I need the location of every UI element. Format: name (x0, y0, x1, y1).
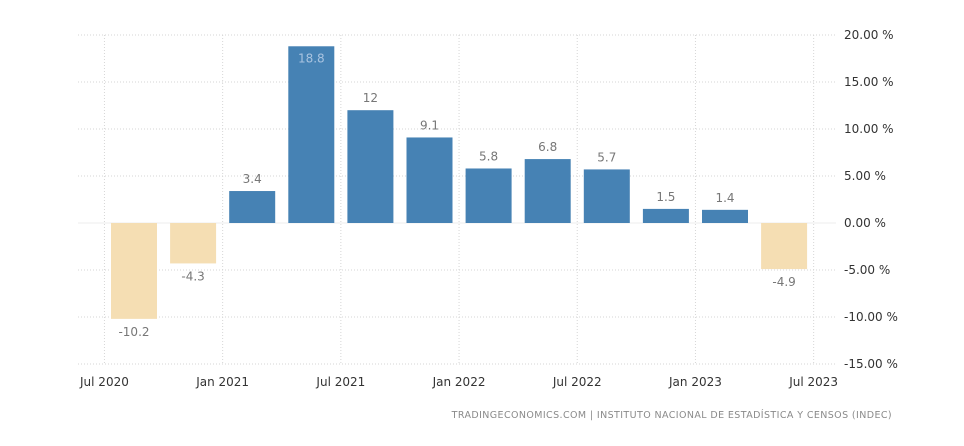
x-tick-label: Jul 2023 (788, 375, 838, 389)
data-label: 5.8 (479, 149, 498, 163)
data-label: 1.5 (656, 190, 675, 204)
y-tick-label: 10.00 % (844, 122, 894, 136)
y-tick-label: -5.00 % (844, 263, 890, 277)
bar (170, 223, 217, 264)
bar (524, 159, 571, 223)
data-label: 12 (363, 91, 378, 105)
data-label: 6.8 (538, 140, 557, 154)
bar (347, 110, 394, 223)
bars (111, 46, 808, 319)
data-label: -4.9 (772, 275, 795, 289)
bar (288, 46, 335, 223)
bar (702, 209, 748, 223)
x-tick-label: Jan 2021 (195, 375, 249, 389)
x-tick-label: Jan 2022 (432, 375, 486, 389)
y-tick-label: 15.00 % (844, 75, 894, 89)
bar (583, 169, 630, 223)
data-label: 5.7 (597, 150, 616, 164)
x-tick-label: Jan 2023 (668, 375, 722, 389)
bar (111, 223, 157, 319)
bar (761, 223, 808, 270)
x-tick-label: Jul 2022 (552, 375, 602, 389)
bar (229, 191, 276, 223)
y-axis-ticks: 20.00 % 15.00 % 10.00 % 5.00 % 0.00 % -5.00 %… (844, 28, 898, 371)
y-tick-label: -15.00 % (844, 357, 898, 371)
x-axis-ticks: Jul 2020 Jan 2021 Jul 2021 Jan 2022 Jul 2022… (79, 375, 838, 389)
x-tick-label: Jul 2020 (79, 375, 129, 389)
data-label: -4.3 (181, 269, 204, 283)
data-label: 1.4 (715, 191, 734, 205)
data-label: 9.1 (420, 118, 439, 132)
y-tick-label: 0.00 % (844, 216, 886, 230)
y-tick-label: -10.00 % (844, 310, 898, 324)
bar (406, 137, 453, 223)
source-credit: TRADINGECONOMICS.COM | INSTITUTO NACIONA… (451, 410, 892, 421)
gridlines (78, 34, 836, 365)
data-label: 3.4 (243, 172, 262, 186)
data-label: 18.8 (298, 51, 325, 65)
bar (642, 208, 689, 223)
data-label: -10.2 (118, 325, 149, 339)
x-tick-label: Jul 2021 (315, 375, 365, 389)
y-tick-label: 20.00 % (844, 28, 894, 42)
data-labels: -10.2 -4.3 3.4 18.8 12 9.1 5.8 6.8 5.7 1.5 1.4 -4.9 (118, 51, 795, 339)
y-tick-label: 5.00 % (844, 169, 886, 183)
bar (465, 168, 512, 223)
